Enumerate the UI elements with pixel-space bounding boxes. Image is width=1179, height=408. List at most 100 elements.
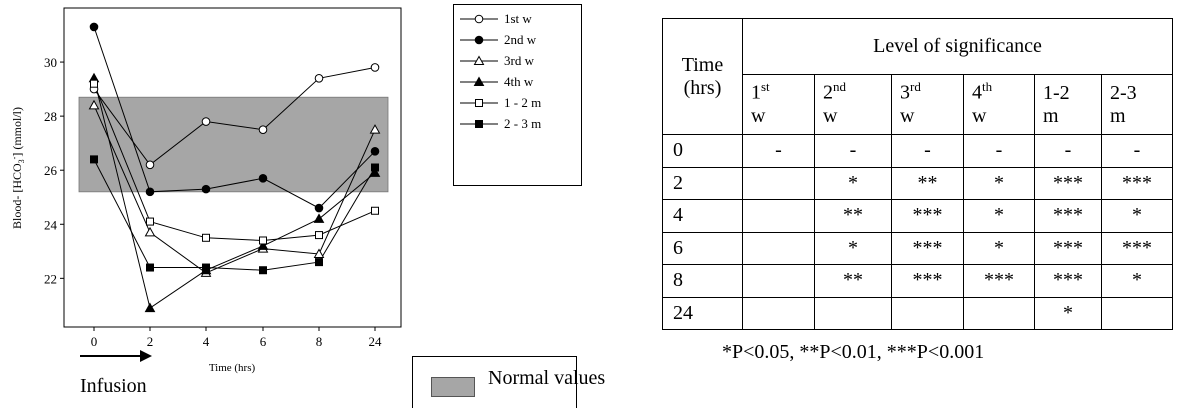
legend-marker-symbol	[473, 76, 485, 86]
column-header: 2-3	[1100, 74, 1174, 105]
significance-cell	[814, 296, 892, 330]
table-time-header: Time (hrs)	[662, 18, 743, 135]
data-point-series-6	[315, 258, 323, 267]
data-point-series-2	[89, 22, 99, 32]
data-point-series-3	[144, 226, 156, 237]
legend-item: 3rd w	[454, 51, 581, 71]
x-tick-label: 2	[147, 334, 154, 349]
significance-cell: ***	[1034, 166, 1102, 200]
legend-marker-symbol	[473, 55, 485, 65]
x-tick-label: 24	[369, 334, 383, 349]
column-header: 4th	[963, 74, 1035, 105]
data-point-series-2	[258, 174, 268, 183]
table-row: 2 * ** * *** ***	[662, 166, 1174, 200]
data-point-series-2	[201, 184, 211, 194]
significance-cell: ***	[1100, 166, 1174, 200]
chart-legend: 1st w 2nd w 3rd w 4th w 1 - 2 m 2 - 3 m	[453, 4, 582, 186]
data-point-series-4	[257, 240, 269, 250]
series-line-3	[93, 105, 376, 274]
significance-cell: -	[742, 134, 815, 168]
data-point-series-6	[371, 163, 379, 172]
significance-cell: -	[814, 134, 892, 168]
significance-cell: *	[1100, 199, 1174, 233]
significance-cell: *	[963, 166, 1035, 200]
significance-cell: -	[1034, 134, 1102, 168]
y-tick-label: 26	[44, 163, 58, 178]
significance-cell: *	[814, 231, 892, 265]
significance-cell: ***	[891, 199, 964, 233]
significance-cell: -	[891, 134, 964, 168]
y-tick-label: 28	[44, 109, 57, 124]
column-header: 3rd	[891, 74, 964, 105]
column-header: 2nd	[814, 74, 892, 105]
series-line-1	[93, 67, 376, 166]
row-time-cell: 8	[662, 264, 743, 298]
significance-header: Level of significance	[741, 18, 1174, 75]
significance-cell	[742, 166, 815, 200]
significance-cell: *	[963, 231, 1035, 265]
legend-marker	[460, 55, 498, 65]
column-subheader: m	[1100, 104, 1174, 135]
time-unit-label: (hrs)	[683, 76, 722, 99]
column-header: 1st	[742, 74, 815, 105]
infusion-arrowhead	[140, 350, 152, 362]
table-row: 4 ** *** * *** *	[662, 199, 1174, 233]
data-point-series-3	[88, 99, 100, 110]
normal-range-band	[78, 96, 389, 193]
data-point-series-6	[202, 263, 210, 272]
data-point-series-1	[201, 117, 211, 126]
table-row: 8 ** *** *** *** *	[662, 264, 1174, 298]
column-subheader: w	[891, 104, 964, 135]
significance-cell	[742, 264, 815, 298]
data-point-series-5	[202, 233, 210, 242]
data-point-series-5	[90, 79, 98, 88]
normal-values-swatch	[431, 377, 475, 397]
data-point-series-6	[259, 266, 267, 275]
significance-cell	[963, 296, 1035, 330]
significance-cell: *	[1034, 296, 1102, 330]
significance-cell: ***	[891, 264, 964, 298]
significance-cell: *	[963, 199, 1035, 233]
data-point-series-3	[369, 124, 381, 134]
legend-label: 4th w	[504, 74, 534, 89]
infusion-label: Infusion	[80, 375, 147, 397]
significance-cell: *	[814, 166, 892, 200]
column-header: 1-2	[1034, 74, 1102, 105]
legend-item: 2nd w	[454, 30, 581, 50]
legend-marker	[460, 76, 498, 86]
legend-item: 1 - 2 m	[454, 93, 581, 113]
significance-cell: -	[1100, 134, 1174, 168]
row-time-cell: 4	[662, 199, 743, 233]
significance-cell	[742, 231, 815, 265]
normal-values-label: Normal values	[488, 367, 606, 389]
legend-marker	[460, 120, 498, 128]
row-time-cell: 6	[662, 231, 743, 265]
x-axis-label: Time (hrs)	[209, 362, 256, 374]
significance-cell: ***	[1034, 199, 1102, 233]
data-point-series-1	[314, 73, 324, 83]
significance-cell	[891, 296, 964, 330]
significance-cell: *	[1100, 264, 1174, 298]
data-point-series-4	[313, 213, 325, 223]
table-row: 6 * *** * *** ***	[662, 231, 1174, 265]
legend-item: 1st w	[454, 9, 581, 29]
table-row: 0------	[662, 134, 1174, 168]
significance-cell	[742, 296, 815, 330]
legend-label: 2 - 3 m	[504, 116, 542, 131]
y-axis-label: Blood- [HCO3-] (mmol/l)	[10, 107, 26, 229]
legend-label: 3rd w	[504, 53, 534, 68]
series-line-4	[93, 78, 376, 309]
legend-marker	[460, 99, 498, 107]
series-line-2	[93, 26, 376, 209]
significance-cell: **	[891, 166, 964, 200]
time-header-label: Time	[681, 53, 724, 76]
data-point-series-6	[146, 263, 154, 272]
legend-label: 1 - 2 m	[504, 95, 542, 110]
legend-marker-symbol	[474, 14, 484, 24]
data-point-series-5	[371, 206, 379, 215]
legend-marker	[460, 14, 498, 24]
row-time-cell: 0	[662, 134, 743, 168]
significance-cell: ***	[1100, 231, 1174, 265]
legend-marker-symbol	[475, 120, 483, 128]
